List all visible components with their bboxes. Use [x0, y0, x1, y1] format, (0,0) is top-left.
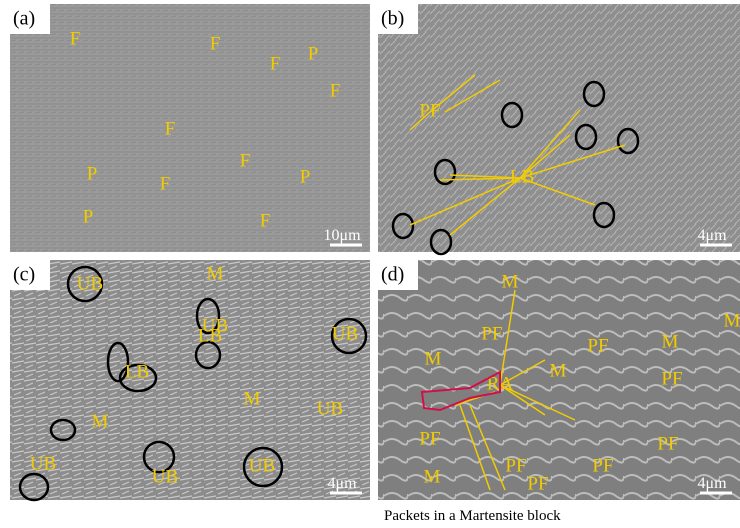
phase-label: M	[425, 348, 442, 369]
micrograph	[10, 4, 370, 252]
phase-label: UB	[77, 273, 103, 294]
scale-label: 4μm	[697, 475, 727, 492]
scale-label: 10μm	[323, 227, 361, 244]
phase-label: F	[165, 118, 176, 139]
phase-label: UB	[249, 455, 275, 476]
phase-label: PF	[657, 433, 678, 454]
phase-label: UB	[30, 453, 56, 474]
phase-label: M	[550, 360, 567, 381]
phase-label: PF	[587, 335, 608, 356]
phase-label: F	[240, 150, 251, 171]
micrograph	[10, 260, 370, 500]
phase-label: M	[207, 263, 224, 284]
phase-label: LB	[125, 361, 149, 382]
panel-label: (c)	[13, 264, 35, 286]
phase-label: UB	[332, 323, 358, 344]
phase-label: PF	[592, 455, 613, 476]
panel-label: (a)	[13, 8, 35, 30]
scale-label: 4μm	[697, 227, 727, 244]
phase-label: UB	[317, 398, 343, 419]
phase-label: PF	[527, 473, 548, 494]
phase-label: F	[210, 33, 221, 54]
phase-label: PF	[481, 323, 502, 344]
phase-label: M	[724, 310, 740, 331]
phase-label: M	[92, 411, 109, 432]
phase-label: LB	[198, 325, 222, 346]
phase-label: F	[330, 80, 341, 101]
phase-label: P	[83, 206, 94, 227]
scale-label: 4μm	[327, 475, 357, 492]
phase-label: P	[308, 43, 319, 64]
phase-label: F	[260, 210, 271, 231]
phase-label: M	[244, 388, 261, 409]
phase-label: M	[502, 271, 519, 292]
figure: (a)10μmFFFPFFPFFPPF(b)4μmPFLB(c)4μmUBMUB…	[0, 0, 740, 528]
phase-label: F	[70, 28, 81, 49]
phase-label: UB	[152, 466, 178, 487]
panel-label: (b)	[381, 8, 404, 30]
phase-label: P	[87, 163, 98, 184]
phase-label: PF	[661, 368, 682, 389]
phase-label: PF	[419, 428, 440, 449]
caption: Packets in a Martensite block	[384, 508, 561, 524]
phase-label: M	[424, 466, 441, 487]
phase-label: M	[662, 331, 679, 352]
panel-label: (d)	[381, 264, 404, 286]
phase-label: PF	[505, 455, 526, 476]
phase-label: P	[300, 166, 311, 187]
phase-label: F	[160, 173, 171, 194]
phase-label: F	[270, 53, 281, 74]
